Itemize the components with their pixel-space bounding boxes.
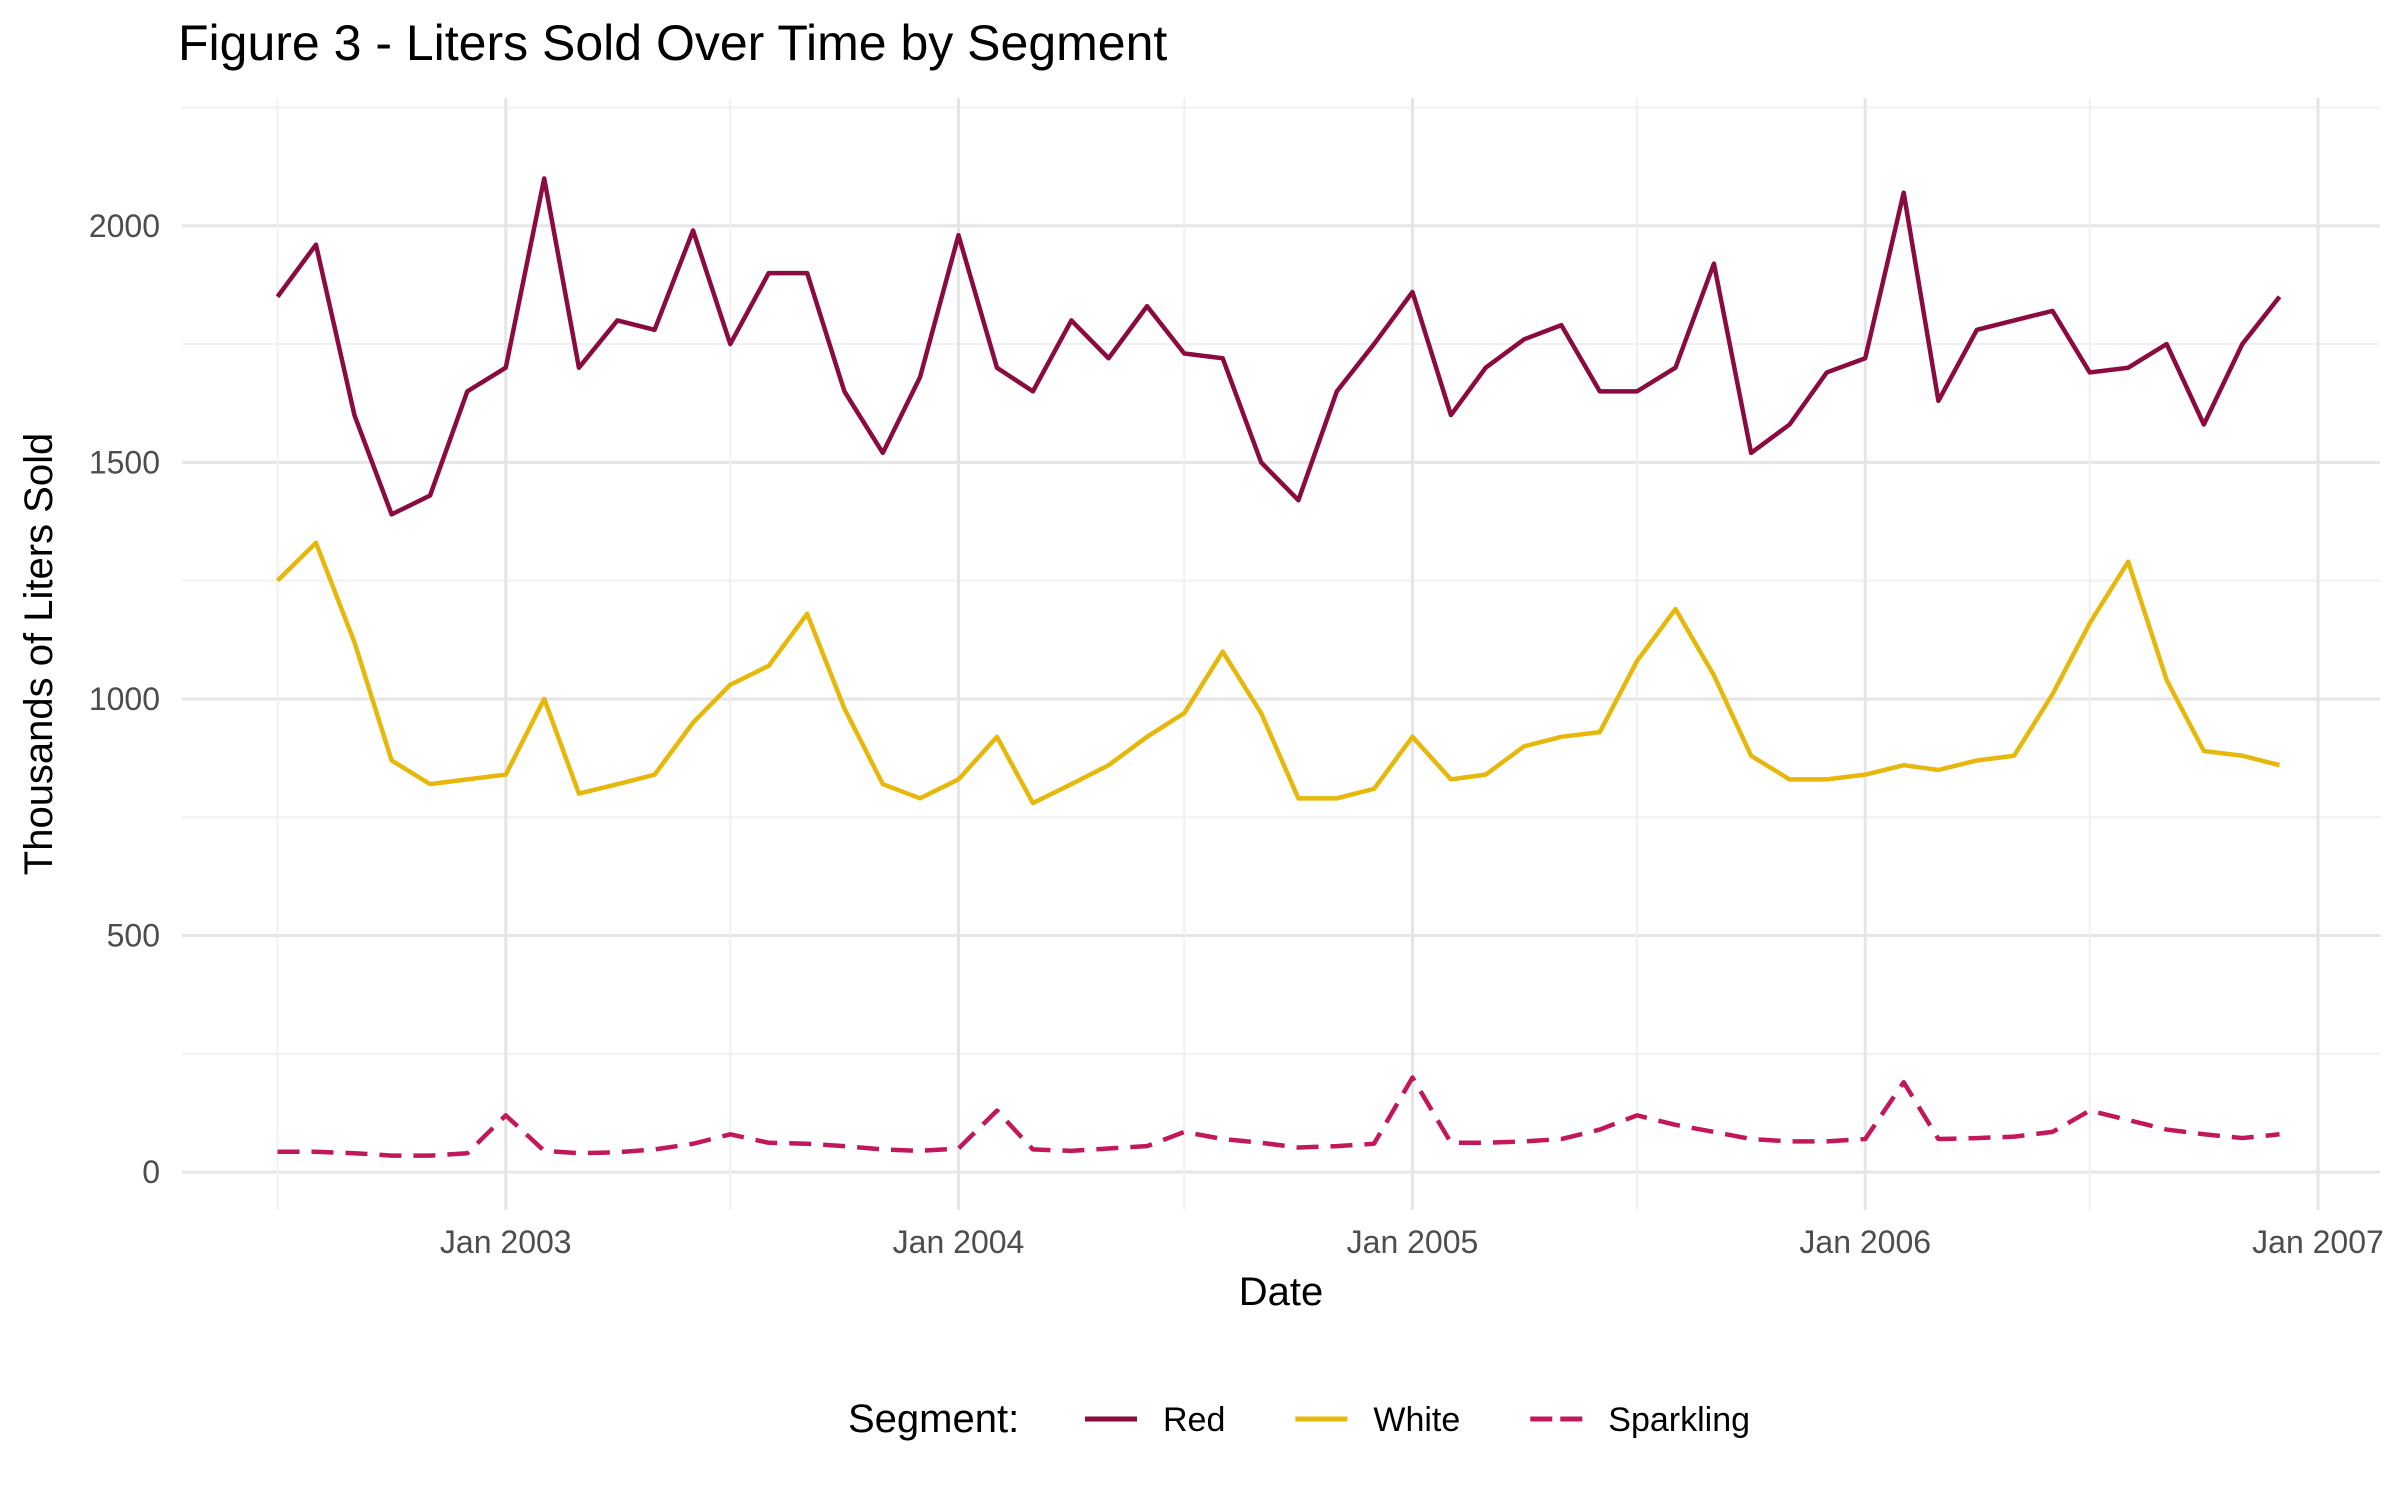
y-tick-label: 500: [107, 918, 160, 954]
y-axis-ticks: 0 500 1000 1500 2000: [89, 208, 160, 1190]
x-tick-label: Jan 2007: [2252, 1224, 2384, 1260]
legend-label-sparkling: Sparkling: [1608, 1401, 1750, 1439]
legend: Segment: Red White Sparkling: [848, 1397, 1750, 1441]
y-tick-label: 1500: [89, 444, 160, 480]
x-tick-label: Jan 2003: [440, 1224, 572, 1260]
legend-label-white: White: [1373, 1401, 1460, 1439]
x-tick-label: Jan 2005: [1347, 1224, 1479, 1260]
y-axis-title: Thousands of Liters Sold: [17, 433, 61, 875]
legend-label-red: Red: [1163, 1401, 1225, 1439]
y-tick-label: 1000: [89, 681, 160, 717]
grid: [182, 98, 2380, 1210]
y-tick-label: 0: [142, 1154, 160, 1190]
x-tick-label: Jan 2006: [1799, 1224, 1931, 1260]
series-line-red: [275, 176, 2282, 517]
series-line-white: [275, 540, 2281, 806]
series-line-sparkling: [277, 1075, 2280, 1158]
chart-title: Figure 3 - Liters Sold Over Time by Segm…: [178, 15, 1167, 71]
x-axis-ticks: Jan 2003 Jan 2004 Jan 2005 Jan 2006 Jan 2007: [440, 1224, 2384, 1260]
x-axis-title: Date: [1239, 1270, 1324, 1314]
legend-title: Segment:: [848, 1397, 1019, 1441]
series-layer: [275, 176, 2282, 1158]
y-tick-label: 2000: [89, 208, 160, 244]
x-tick-label: Jan 2004: [893, 1224, 1025, 1260]
